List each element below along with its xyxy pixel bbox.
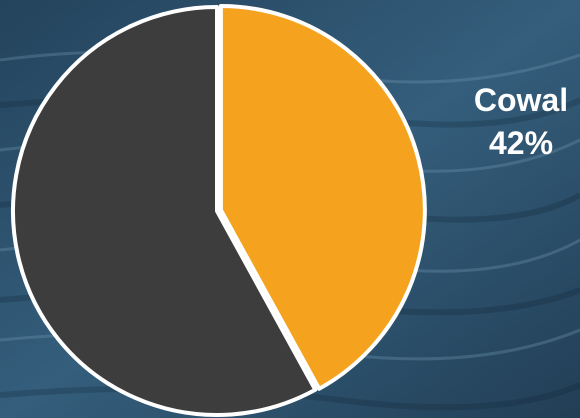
- slice-label-value: 42%: [489, 125, 553, 161]
- pie-slice-cowal: [218, 4, 427, 391]
- slice-label-name: Cowal: [474, 82, 568, 118]
- pie-slice-other: [11, 5, 318, 417]
